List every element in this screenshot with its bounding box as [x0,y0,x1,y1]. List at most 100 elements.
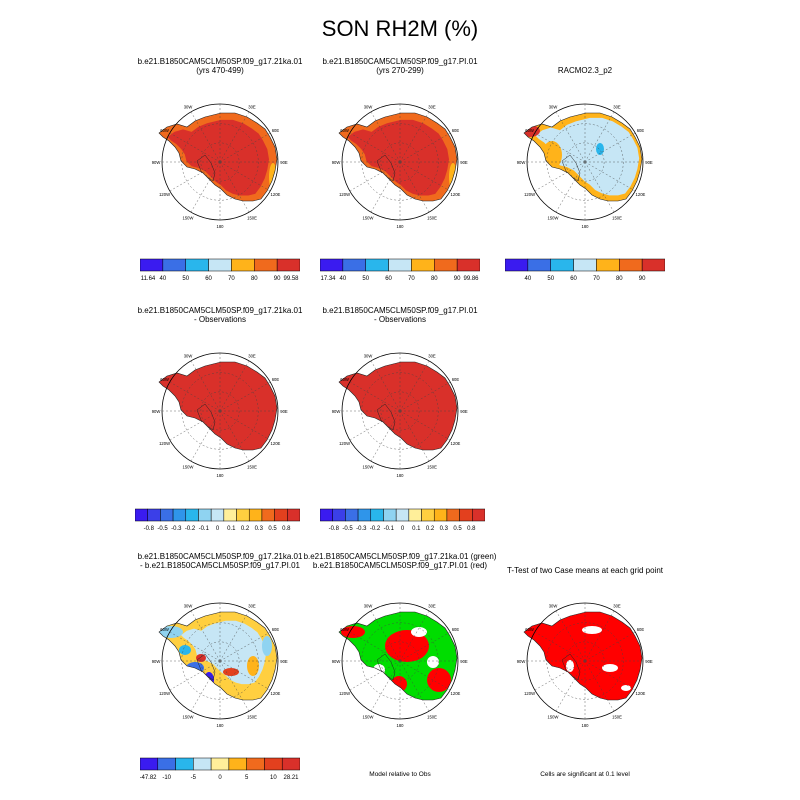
colorbar-label: 80 [431,276,438,282]
colorbar-label: 80 [616,276,623,282]
colorbar-label: -0.5 [157,526,168,532]
longitude-label: 30W [549,604,558,609]
latitude-circle [546,123,624,201]
meridian-line [169,631,221,662]
red-patch [223,668,239,676]
panel-title-line: - b.e21.B1850CAM5CLM50SP.f09_g17.PI.01 [140,561,300,570]
meridian-line [534,132,586,163]
longitude-label: 90E [280,160,288,165]
meridian-line [399,161,451,192]
colorbar-label: 0.3 [440,526,449,532]
panel-title-p1: b.e21.B1850CAM5CLM50SP.f09_g17.21ka.01 (… [110,57,330,75]
colorbar-swatch [421,508,435,522]
longitude-label: 90E [280,409,288,414]
longitude-label: 120W [159,192,170,197]
latitude-circle [380,641,420,681]
meridian-line [219,410,250,462]
panel-title-line: RACMO2.3_p2 [557,66,613,75]
colorbar-cb5: -0.8 -0.5 -0.3 -0.2 -0.1 0 0.1 0.2 0.3 0.5 0.8 [320,508,485,532]
meridian-line [219,381,271,412]
ice-shelf-outline [561,154,581,182]
interior-fill [181,620,267,685]
meridian-line [399,161,430,213]
colorbar-swatch [157,757,176,771]
colorbar-swatch [175,757,194,771]
panel-title-line: (yrs 470-499) [196,66,244,75]
longitude-label: 90W [152,659,161,664]
colorbar-label: 50 [547,276,554,282]
colorbar-swatch [185,508,199,522]
colorbar-swatch [320,258,344,272]
meridian-line [349,631,401,662]
longitude-label: 90E [645,659,653,664]
colorbar-label: 90 [454,276,461,282]
colorbar-swatch [411,258,435,272]
latitude-circle [361,123,439,201]
meridian-line [219,360,250,412]
meridian-line [399,381,451,412]
longitude-label: 180 [397,224,405,229]
colorbar-swatch [246,757,265,771]
panel-title-p8: T-Test of two Case means at each grid po… [475,566,695,575]
longitude-label: 150E [427,714,437,719]
longitude-label: 30W [364,105,373,110]
note-cells-significant: Cells are significant at 0.1 level [540,771,630,778]
meridian-line [399,132,451,163]
longitude-label: 120E [451,441,461,446]
longitude-label: 180 [582,723,590,728]
longitude-label: 90W [517,160,526,165]
colorbar-swatch [208,258,232,272]
meridian-line [399,660,451,691]
colorbar-cb2: 17.34 40 50 60 70 80 90 99.86 [320,258,480,282]
panel-title-line: (yrs 270-299) [376,66,424,75]
colorbar-label: 60 [385,276,392,282]
longitude-label: 30E [613,105,621,110]
meridian-line [584,660,615,712]
colorbar-swatch [231,258,255,272]
ice-shelf-outline [196,653,216,681]
longitude-label: 120W [339,441,350,446]
latitude-circle [200,142,240,182]
longitude-label: 150W [183,215,194,220]
land-fill-inner [167,119,270,196]
colorbar-label: 40 [160,276,167,282]
longitude-label: 60E [272,627,280,632]
orange-patch [542,141,562,169]
meridian-line [370,161,401,213]
meridian-line [190,360,221,412]
panel-title-line: b.e21.B1850CAM5CLM50SP.f09_g17.PI.01 (re… [312,561,488,570]
ice-shelf-outline [196,154,216,182]
coastline [523,611,643,701]
coastline [338,361,458,451]
white-patch [411,627,427,637]
meridian-line [399,610,430,662]
longitude-label: 180 [397,723,405,728]
colorbar-label: 60 [205,276,212,282]
longitude-label: 30E [428,354,436,359]
colorbar-label: 40 [340,276,347,282]
map-panel-p2: 30E 60E 90E 120E 150E 180 150W 120W 90W 60W 30W [332,103,468,229]
colorbar-swatch [342,258,366,272]
colorbar-label: 28.21 [283,775,299,781]
meridian-line [534,161,586,192]
colorbar-swatch [140,757,159,771]
longitude-label: 150W [363,714,374,719]
interior-fill [535,117,640,196]
ice-shelf-outline [376,154,396,182]
colorbar-swatch [596,258,620,272]
latitude-circle [200,641,240,681]
land-fill-inner [347,119,450,196]
colorbar-swatch [147,508,161,522]
longitude-label: 60E [452,128,460,133]
colorbar-label: 0.8 [467,526,476,532]
meridian-line [370,410,401,462]
colorbar-swatch [619,258,643,272]
note-model-relative: Model relative to Obs [369,771,431,778]
meridian-line [219,132,271,163]
coastline [338,611,458,701]
colorbar-label: 10 [270,775,277,781]
colorbar-swatch [332,508,346,522]
colorbar-label: -0.8 [329,526,340,532]
colorbar-swatch [160,508,174,522]
meridian-line [169,161,221,192]
